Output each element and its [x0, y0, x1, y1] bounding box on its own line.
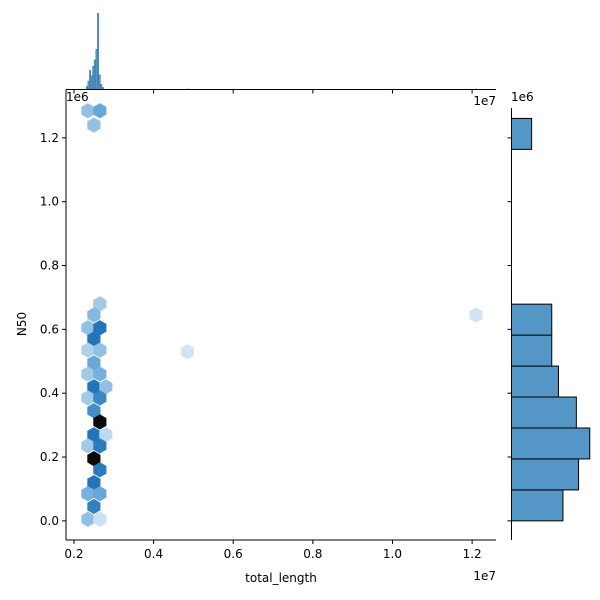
- hexbin-cell: [87, 474, 101, 491]
- hexbin-cell: [81, 486, 95, 502]
- top-hist-bar: [89, 70, 92, 90]
- hexbin-cell: [87, 307, 101, 323]
- top-x-offset-label: 1e7: [473, 94, 496, 108]
- hexbin-cell: [87, 498, 101, 515]
- hexbin-cell: [180, 344, 195, 360]
- hexbin-cell: [87, 355, 101, 371]
- right-hist-bar: [511, 334, 553, 367]
- y-tick-label: 0.4: [40, 386, 59, 400]
- top-marginal-histogram: [85, 13, 478, 90]
- hexbin-cell: [87, 403, 101, 419]
- top-hist-bar: [92, 66, 95, 90]
- top-hist-bar: [98, 74, 101, 90]
- right-hist-bar: [511, 396, 577, 429]
- top-hist-x-ticks: [73, 89, 473, 94]
- hexbin-cell: [93, 462, 107, 478]
- y-tick-label: 0.2: [40, 450, 59, 464]
- hexbin-cell: [81, 511, 95, 527]
- top-hist-bar: [90, 75, 93, 90]
- hexbin-cell: [81, 103, 95, 119]
- hexbin-cell: [93, 438, 107, 454]
- x-tick-label: 1.0: [383, 547, 402, 561]
- right-hist-bar: [511, 489, 564, 522]
- hexbin-cell: [99, 427, 113, 443]
- x-tick-label: 0.2: [64, 547, 83, 561]
- x-tick-label: 0.6: [224, 547, 243, 561]
- right-hist-bar: [511, 458, 580, 491]
- x-tick-label: 0.4: [144, 547, 163, 561]
- hexbin-cell: [93, 103, 107, 119]
- hexbin-layer: [81, 103, 483, 527]
- x-axis-title: total_length: [245, 571, 317, 585]
- hexbin-cell: [87, 379, 101, 395]
- right-marginal-histogram: [511, 117, 591, 522]
- hexbin-cell: [81, 438, 95, 454]
- hexbin-cell: [93, 390, 107, 406]
- y-axis-ticks: 0.0 0.2 0.4 0.6 0.8 1.0 1.2: [40, 131, 66, 528]
- y-tick-label: 1.2: [40, 131, 59, 145]
- y-tick-label: 0.8: [40, 259, 59, 273]
- x-offset-label: 1e7: [473, 569, 496, 583]
- y-offset-label: 1e6: [66, 90, 89, 104]
- right-hist-bar: [511, 427, 591, 460]
- top-hist-bar: [97, 13, 99, 90]
- hexbin-cell: [93, 511, 107, 527]
- hexbin-cell: [93, 414, 107, 430]
- hexbin-cell: [87, 331, 101, 347]
- hexbin-cell: [99, 379, 113, 395]
- y-tick-label: 0.6: [40, 322, 59, 336]
- hexbin-cell: [81, 320, 95, 336]
- hexbin-cell: [81, 342, 95, 358]
- top-hist-bar: [93, 59, 96, 90]
- right-hist-y-ticks: [507, 137, 512, 522]
- hexbin-cell: [93, 342, 107, 358]
- hexbin-cell: [93, 296, 107, 312]
- hexbin-cell: [81, 390, 95, 406]
- top-hist-bar: [100, 84, 103, 90]
- right-y-offset-label: 1e6: [511, 90, 534, 104]
- top-hist-bar: [95, 49, 98, 90]
- y-axis-title: N50: [15, 312, 29, 336]
- hexbin-cell: [87, 117, 101, 133]
- hexbin-cell: [87, 451, 101, 467]
- hexbin-cell: [93, 366, 107, 382]
- right-hist-bar: [511, 303, 553, 336]
- hexbin-cell: [93, 320, 107, 336]
- right-hist-bar: [511, 117, 533, 150]
- hexbin-cell: [87, 427, 101, 443]
- hexbin-cell: [81, 366, 95, 382]
- x-tick-label: 0.8: [303, 547, 322, 561]
- hexbin-cell: [93, 486, 107, 502]
- y-tick-label: 0.0: [40, 514, 59, 528]
- hexbin-cell: [469, 307, 483, 323]
- x-tick-label: 1.2: [463, 547, 482, 561]
- right-hist-bar: [511, 365, 559, 398]
- y-tick-label: 1.0: [40, 195, 59, 209]
- top-hist-bar: [87, 80, 90, 90]
- x-axis-ticks: 0.2 0.4 0.6 0.8 1.0 1.2: [64, 540, 482, 561]
